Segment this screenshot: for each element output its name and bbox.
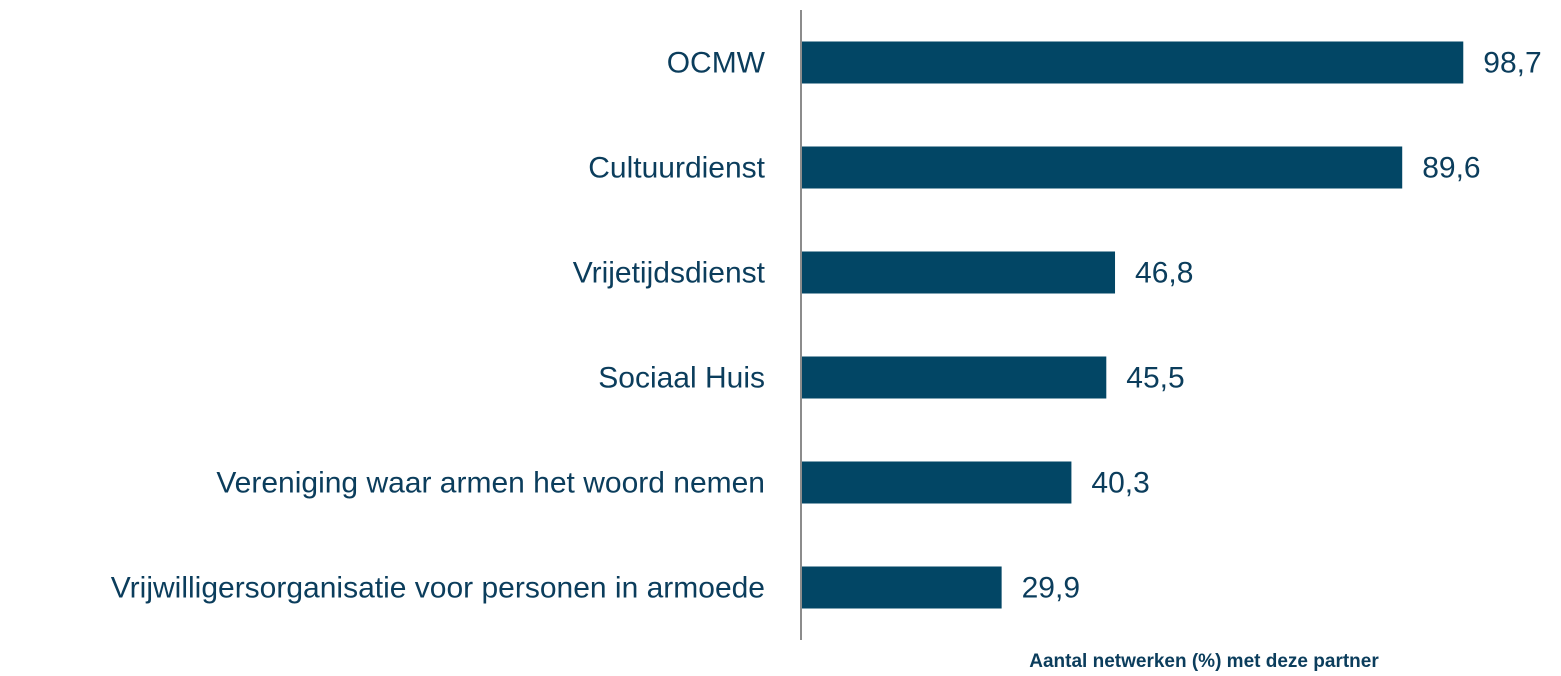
data-label: 29,9: [1022, 571, 1080, 604]
bar: [801, 566, 1002, 609]
data-label: 89,6: [1422, 151, 1480, 184]
bar: [801, 356, 1107, 399]
bar: [801, 146, 1403, 189]
y-tick-label: Cultuurdienst: [588, 151, 765, 184]
data-label: 46,8: [1135, 256, 1193, 289]
y-tick-label: OCMW: [667, 46, 766, 79]
y-tick-label: Vrijwilligersorganisatie voor personen i…: [111, 571, 765, 604]
bar: [801, 251, 1116, 294]
bar: [801, 461, 1072, 504]
bar: [801, 41, 1464, 84]
x-axis-label: Aantal netwerken (%) met deze partner: [1029, 651, 1379, 672]
data-label: 45,5: [1126, 361, 1184, 394]
y-tick-label: Vereniging waar armen het woord nemen: [216, 466, 765, 499]
y-tick-label: Sociaal Huis: [598, 361, 765, 394]
y-tick-label: Vrijetijdsdienst: [573, 256, 766, 289]
data-label: 98,7: [1483, 46, 1541, 79]
data-label: 40,3: [1091, 466, 1149, 499]
